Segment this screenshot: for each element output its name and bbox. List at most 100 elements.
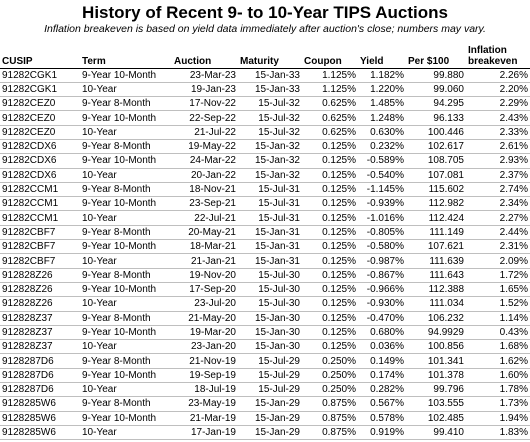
- coupon-cell: 0.250%: [302, 382, 358, 398]
- maturity-date-cell: 15-Jul-30: [238, 282, 302, 298]
- breakeven-cell: 0.43%: [466, 325, 530, 341]
- table-row: 91282CCM1 9-Year 10-Month 23-Sep-21 15-Jul-…: [0, 196, 530, 212]
- price-cell: 111.639: [406, 253, 466, 269]
- cusip-cell: 912828Z37: [0, 339, 80, 355]
- table-row: 9128287D6 10-Year 18-Jul-19 15-Jul-29 0.250%…: [0, 382, 530, 398]
- breakeven-cell: 2.27%: [466, 210, 530, 226]
- yield-cell: 0.567%: [358, 396, 406, 412]
- table-row: 91282CBF7 9-Year 10-Month 18-Mar-21 15-Jan-…: [0, 239, 530, 255]
- coupon-cell: 0.125%: [302, 153, 358, 169]
- breakeven-cell: 2.34%: [466, 196, 530, 212]
- term-cell: 9-Year 10-Month: [80, 239, 172, 255]
- auction-date-cell: 18-Jul-19: [172, 382, 238, 398]
- price-cell: 107.081: [406, 168, 466, 183]
- coupon-cell: 0.125%: [302, 296, 358, 312]
- maturity-date-cell: 15-Jan-30: [238, 339, 302, 355]
- auction-date-cell: 19-Nov-20: [172, 268, 238, 283]
- auction-date-cell: 23-Mar-23: [172, 68, 238, 83]
- term-cell: 9-Year 10-Month: [80, 282, 172, 298]
- term-cell: 9-Year 10-Month: [80, 196, 172, 212]
- table-row: 912828Z26 9-Year 10-Month 17-Sep-20 15-Jul-…: [0, 282, 530, 298]
- breakeven-cell: 1.78%: [466, 382, 530, 398]
- term-cell: 9-Year 8-Month: [80, 96, 172, 112]
- table-row: 91282CEZ0 9-Year 8-Month 17-Nov-22 15-Jul-3…: [0, 96, 530, 112]
- table-row: 912828Z37 9-Year 10-Month 19-Mar-20 15-Jan-…: [0, 325, 530, 341]
- yield-cell: -0.966%: [358, 282, 406, 298]
- auction-date-cell: 18-Mar-21: [172, 239, 238, 255]
- auction-date-cell: 20-Jan-22: [172, 168, 238, 183]
- page-subtitle: Inflation breakeven is based on yield da…: [44, 23, 486, 35]
- yield-cell: 0.680%: [358, 325, 406, 341]
- cusip-cell: 91282CBF7: [0, 239, 80, 255]
- breakeven-cell: 1.65%: [466, 282, 530, 298]
- header-term: Term: [80, 38, 172, 69]
- term-cell: 10-Year: [80, 339, 172, 355]
- cusip-cell: 91282CBF7: [0, 225, 80, 241]
- breakeven-cell: 2.44%: [466, 225, 530, 241]
- maturity-date-cell: 15-Jan-33: [238, 68, 302, 83]
- auction-date-cell: 20-May-21: [172, 225, 238, 241]
- breakeven-cell: 2.93%: [466, 153, 530, 169]
- term-cell: 10-Year: [80, 168, 172, 183]
- yield-cell: 1.220%: [358, 82, 406, 98]
- coupon-cell: 0.125%: [302, 325, 358, 341]
- auction-date-cell: 21-Jan-21: [172, 253, 238, 269]
- cusip-cell: 91282CGK1: [0, 68, 80, 83]
- term-cell: 9-Year 8-Month: [80, 225, 172, 241]
- price-cell: 106.232: [406, 311, 466, 326]
- auction-date-cell: 17-Jan-19: [172, 425, 238, 441]
- yield-cell: -0.939%: [358, 196, 406, 212]
- header-per-100: Per $100: [406, 38, 466, 69]
- breakeven-cell: 1.72%: [466, 268, 530, 283]
- table-row: 91282CGK1 10-Year 19-Jan-23 15-Jan-33 1.125%…: [0, 82, 530, 98]
- breakeven-cell: 2.61%: [466, 139, 530, 155]
- price-cell: 96.133: [406, 110, 466, 126]
- breakeven-cell: 2.09%: [466, 253, 530, 269]
- maturity-date-cell: 15-Jan-32: [238, 168, 302, 183]
- coupon-cell: 0.125%: [302, 168, 358, 183]
- coupon-cell: 0.125%: [302, 268, 358, 283]
- coupon-cell: 0.125%: [302, 253, 358, 269]
- term-cell: 10-Year: [80, 82, 172, 98]
- yield-cell: -0.589%: [358, 153, 406, 169]
- price-cell: 111.034: [406, 296, 466, 312]
- price-cell: 99.060: [406, 82, 466, 98]
- table-row: 91282CGK1 9-Year 10-Month 23-Mar-23 15-Jan-…: [0, 68, 530, 83]
- yield-cell: 1.248%: [358, 110, 406, 126]
- term-cell: 10-Year: [80, 296, 172, 312]
- maturity-date-cell: 15-Jan-32: [238, 153, 302, 169]
- table-row: 9128285W6 9-Year 8-Month 23-May-19 15-Jan-2…: [0, 396, 530, 412]
- cusip-cell: 91282CCM1: [0, 210, 80, 226]
- term-cell: 9-Year 10-Month: [80, 153, 172, 169]
- cusip-cell: 912828Z26: [0, 282, 80, 298]
- yield-cell: -0.470%: [358, 311, 406, 326]
- auction-date-cell: 23-Jul-20: [172, 296, 238, 312]
- price-cell: 108.705: [406, 153, 466, 169]
- table-row: 912828Z26 9-Year 8-Month 19-Nov-20 15-Jul-3…: [0, 268, 530, 283]
- cusip-cell: 91282CGK1: [0, 82, 80, 98]
- coupon-cell: 0.250%: [302, 368, 358, 384]
- breakeven-cell: 1.94%: [466, 411, 530, 426]
- maturity-date-cell: 15-Jan-29: [238, 396, 302, 412]
- term-cell: 10-Year: [80, 253, 172, 269]
- auction-date-cell: 23-Jan-20: [172, 339, 238, 355]
- price-cell: 112.388: [406, 282, 466, 298]
- price-cell: 99.410: [406, 425, 466, 441]
- term-cell: 9-Year 10-Month: [80, 325, 172, 341]
- maturity-date-cell: 15-Jan-29: [238, 411, 302, 426]
- term-cell: 10-Year: [80, 382, 172, 398]
- coupon-cell: 0.125%: [302, 139, 358, 155]
- table-row: 91282CBF7 9-Year 8-Month 20-May-21 15-Jan-3…: [0, 225, 530, 241]
- yield-cell: 0.149%: [358, 353, 406, 369]
- maturity-date-cell: 15-Jul-29: [238, 353, 302, 369]
- maturity-date-cell: 15-Jan-33: [238, 82, 302, 98]
- coupon-cell: 0.875%: [302, 396, 358, 412]
- term-cell: 9-Year 8-Month: [80, 268, 172, 283]
- breakeven-cell: 1.68%: [466, 339, 530, 355]
- term-cell: 9-Year 10-Month: [80, 368, 172, 384]
- auction-date-cell: 18-Nov-21: [172, 182, 238, 198]
- yield-cell: 0.036%: [358, 339, 406, 355]
- breakeven-cell: 2.29%: [466, 96, 530, 112]
- maturity-date-cell: 15-Jan-29: [238, 425, 302, 441]
- price-cell: 111.149: [406, 225, 466, 241]
